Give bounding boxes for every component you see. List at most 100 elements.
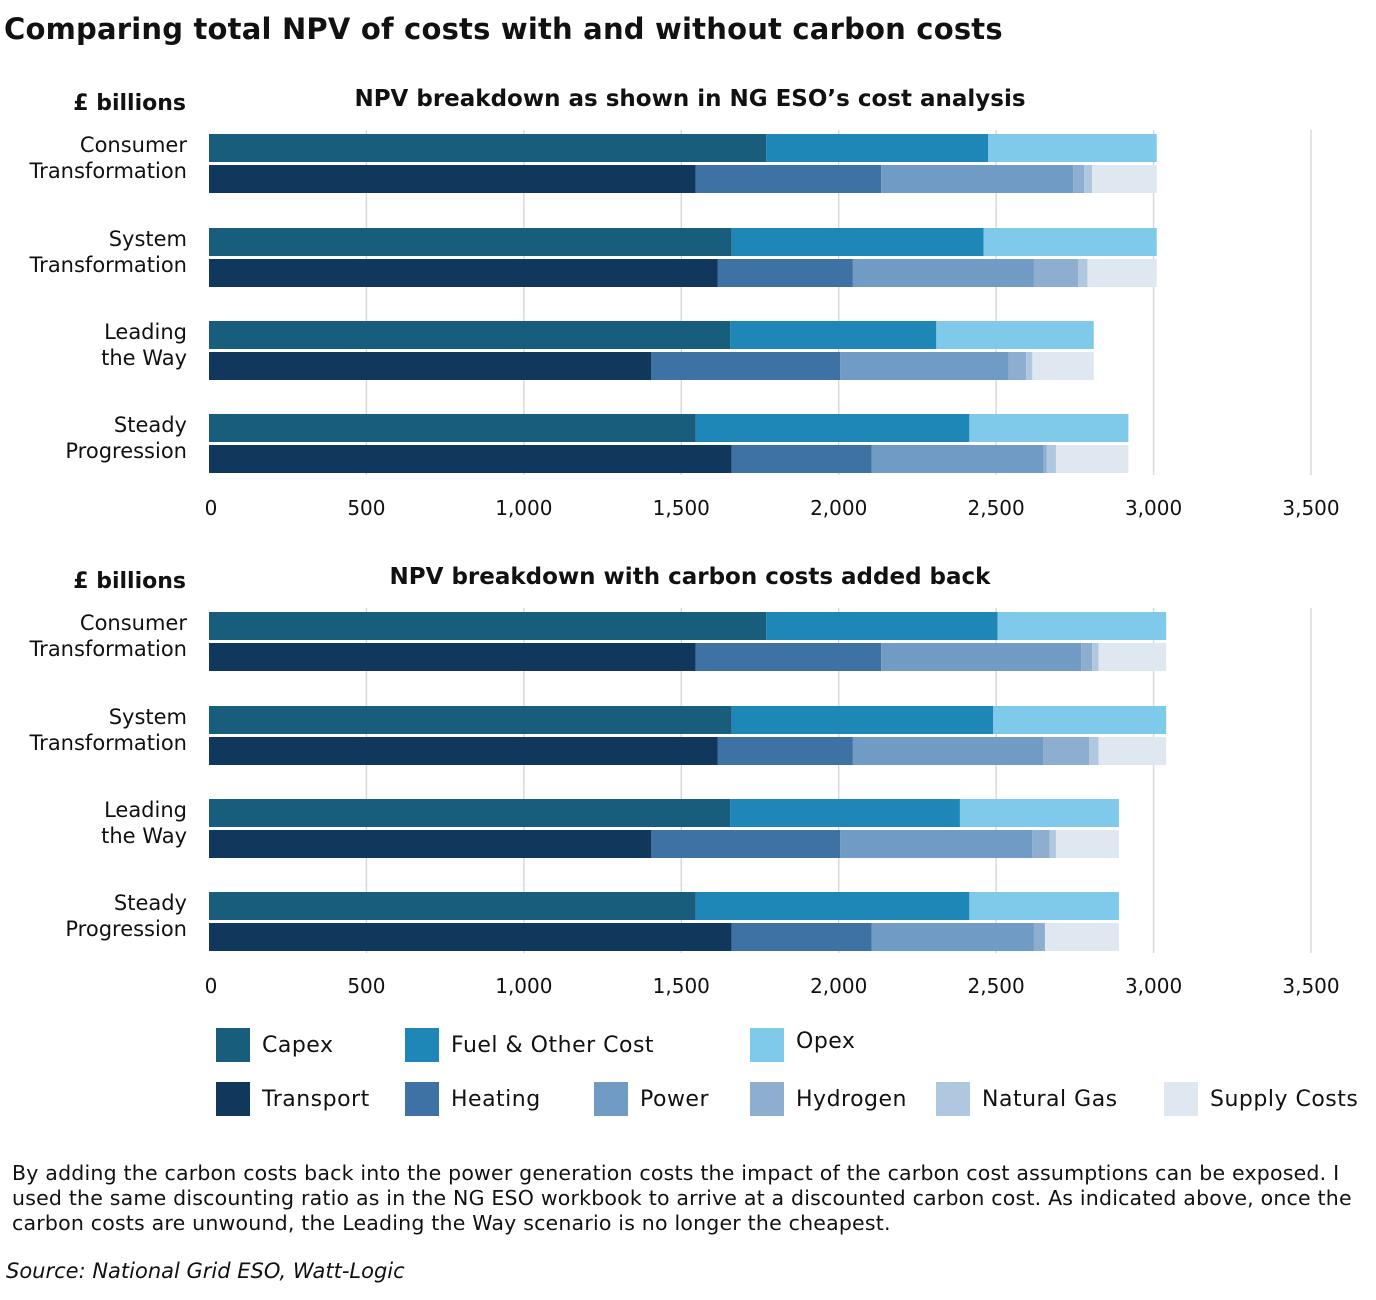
bar-segment-supply-costs [1098, 643, 1167, 671]
bar-segment-supply-costs [1087, 259, 1157, 287]
legend-item-opex: Opex [750, 1028, 855, 1062]
legend-item-heating: Heating [405, 1082, 541, 1116]
bar-segment-fuel-other-cost [766, 134, 989, 162]
bar-segment-hydrogen [1032, 830, 1050, 858]
bar-segment-hydrogen [1033, 259, 1079, 287]
chart-npv-with-carbon: NPV breakdown with carbon costs added ba… [28, 564, 1339, 998]
bar-segment-opex [988, 134, 1157, 162]
bar-segment-heating [651, 830, 841, 858]
bar-segment-supply-costs [1055, 830, 1119, 858]
bar-segment-hydrogen [1073, 165, 1085, 193]
legend-label-supply-costs: Supply Costs [1210, 1086, 1359, 1112]
bar-segment-fuel-other-cost [730, 321, 937, 349]
x-tick-label: 2,000 [810, 974, 867, 998]
bar-segment-heating [731, 445, 872, 473]
bar-segment-natural-gas [1078, 259, 1088, 287]
x-tick-label: 2,000 [810, 496, 867, 520]
bar-segment-opex [983, 228, 1157, 256]
bar-segment-transport [209, 445, 732, 473]
x-tick-label: 1,500 [653, 974, 710, 998]
bar-segment-natural-gas [1046, 445, 1056, 473]
legend-item-hydrogen: Hydrogen [750, 1082, 907, 1116]
x-tick-label: 3,500 [1282, 974, 1339, 998]
bar-segment-supply-costs [1044, 923, 1119, 951]
bar-segment-heating [695, 165, 882, 193]
category-label: the Way [101, 346, 187, 370]
chart-subtitle: NPV breakdown with carbon costs added ba… [390, 564, 992, 590]
bar-segment-capex [209, 892, 696, 920]
legend-label-opex: Opex [796, 1028, 856, 1054]
bar-segment-power [881, 165, 1074, 193]
legend: Capex Fuel & Other Cost Opex Transport H… [0, 1020, 1376, 1130]
legend-label-capex: Capex [262, 1032, 334, 1058]
legend-swatch-fuel-other-cost [405, 1028, 439, 1062]
category-label: Leading [104, 320, 187, 344]
bar-segment-capex [209, 228, 732, 256]
bar-segment-transport [209, 259, 718, 287]
legend-swatch-opex [750, 1028, 784, 1062]
category-label: System [109, 227, 187, 251]
bar-segment-transport [209, 737, 718, 765]
bar-segment-supply-costs [1032, 352, 1094, 380]
x-tick-label: 3,000 [1125, 496, 1182, 520]
category-label: the Way [101, 824, 187, 848]
legend-swatch-natural-gas [936, 1082, 970, 1116]
bar-segment-heating [717, 259, 853, 287]
bar-segment-natural-gas [1049, 830, 1056, 858]
bar-segment-transport [209, 165, 696, 193]
x-tick-label: 1,000 [495, 974, 552, 998]
explanatory-note: By adding the carbon costs back into the… [12, 1161, 1352, 1235]
legend-label-heating: Heating [451, 1086, 541, 1112]
bar-segment-power [840, 830, 1033, 858]
bar-segment-heating [731, 923, 872, 951]
legend-item-capex: Capex [216, 1028, 333, 1062]
x-tick-label: 1,500 [653, 496, 710, 520]
x-tick-label: 500 [347, 974, 385, 998]
chart-npv-original: NPV breakdown as shown in NG ESO’s cost … [28, 86, 1339, 520]
bar-segment-power [871, 923, 1034, 951]
x-tick-label: 500 [347, 496, 385, 520]
bar-segment-opex [936, 321, 1094, 349]
bar-segment-power [881, 643, 1082, 671]
bar-segment-opex [997, 612, 1167, 640]
bar-segment-fuel-other-cost [695, 414, 970, 442]
category-label: Transformation [28, 159, 187, 183]
bar-segment-power [840, 352, 1009, 380]
legend-item-supply-costs: Supply Costs [1164, 1082, 1358, 1116]
legend-label-power: Power [640, 1086, 710, 1112]
category-label: Progression [65, 439, 187, 463]
bar-segment-natural-gas [1084, 165, 1093, 193]
x-tick-label: 3,500 [1282, 496, 1339, 520]
category-label: Consumer [80, 611, 187, 635]
legend-item-fuel-other-cost: Fuel & Other Cost [405, 1028, 654, 1062]
bar-segment-hydrogen [1033, 923, 1045, 951]
legend-item-natural-gas: Natural Gas [936, 1082, 1118, 1116]
legend-label-transport: Transport [262, 1086, 370, 1112]
bar-segment-hydrogen [1043, 737, 1090, 765]
category-label: Progression [65, 917, 187, 941]
bar-segment-heating [651, 352, 841, 380]
bar-segment-capex [209, 706, 732, 734]
bar-segment-natural-gas [1089, 737, 1099, 765]
bar-segment-opex [992, 706, 1167, 734]
bar-segment-fuel-other-cost [695, 892, 970, 920]
legend-swatch-heating [405, 1082, 439, 1116]
bar-segment-transport [209, 643, 696, 671]
legend-item-transport: Transport [216, 1082, 370, 1116]
bar-segment-supply-costs [1092, 165, 1157, 193]
x-tick-label: 0 [205, 974, 218, 998]
bar-segment-power [852, 737, 1044, 765]
bar-segment-hydrogen [1008, 352, 1027, 380]
bar-segment-fuel-other-cost [731, 706, 993, 734]
legend-swatch-power [594, 1082, 628, 1116]
unit-label: £ billions [73, 569, 186, 594]
legend-swatch-transport [216, 1082, 250, 1116]
bar-segment-natural-gas [1026, 352, 1033, 380]
bar-segment-power [871, 445, 1044, 473]
bar-segment-capex [209, 612, 767, 640]
bar-segment-fuel-other-cost [730, 799, 960, 827]
bar-segment-transport [209, 830, 652, 858]
bar-segment-transport [209, 923, 732, 951]
bar-segment-opex [969, 892, 1119, 920]
category-label: Transformation [28, 253, 187, 277]
